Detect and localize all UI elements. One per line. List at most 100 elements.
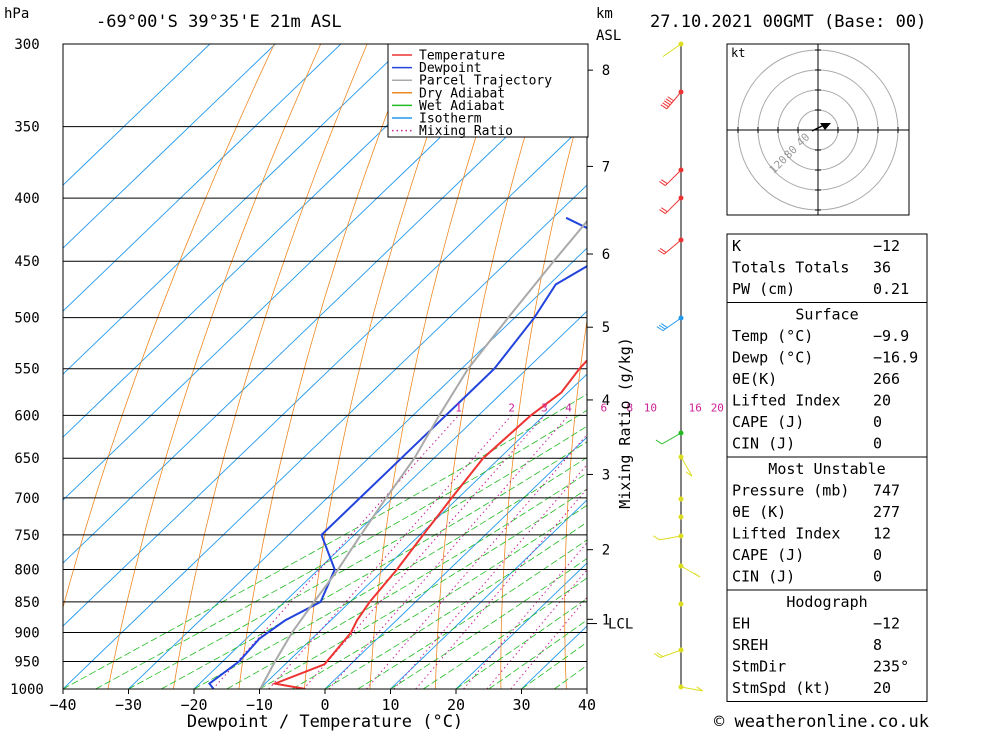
indices-section-title: Surface bbox=[795, 306, 858, 324]
wind-barb-profile bbox=[653, 42, 702, 691]
index-label: SREH bbox=[732, 636, 768, 654]
index-value: 0 bbox=[873, 413, 882, 431]
isotherm-line bbox=[0, 44, 406, 689]
index-label: Dewp (°C) bbox=[732, 349, 813, 367]
index-label: EH bbox=[732, 615, 750, 633]
wind-barb bbox=[654, 650, 681, 658]
pressure-tick-label: 850 bbox=[14, 595, 39, 611]
x-axis-label: Dewpoint / Temperature (°C) bbox=[187, 712, 463, 732]
index-value: 266 bbox=[873, 370, 900, 388]
wind-barb bbox=[658, 240, 681, 254]
wind-level-dot bbox=[679, 515, 684, 520]
km-tick-label: 3 bbox=[602, 467, 610, 483]
wind-barb bbox=[659, 170, 681, 186]
index-value: 0 bbox=[873, 546, 882, 564]
index-label: CIN (J) bbox=[732, 435, 795, 453]
index-value: 235° bbox=[873, 658, 909, 676]
pressure-tick-label: 550 bbox=[14, 362, 39, 378]
wind-barb bbox=[657, 318, 681, 331]
indices-section-title: Hodograph bbox=[786, 593, 867, 611]
wind-barb bbox=[681, 457, 692, 476]
pressure-tick-label: 800 bbox=[14, 562, 39, 578]
index-label: CAPE (J) bbox=[732, 413, 804, 431]
index-value: 8 bbox=[873, 636, 882, 654]
index-value: 747 bbox=[873, 482, 900, 500]
wind-barb bbox=[653, 536, 681, 540]
index-label: K bbox=[732, 237, 741, 255]
pressure-tick-label: 900 bbox=[14, 626, 39, 642]
index-value: 36 bbox=[873, 259, 891, 277]
isotherm-line bbox=[0, 44, 603, 689]
wind-level-dot bbox=[679, 497, 684, 502]
index-label: StmDir bbox=[732, 658, 786, 676]
isotherm-line bbox=[0, 44, 341, 689]
wind-barb bbox=[681, 687, 703, 691]
chart-title: -69°00'S 39°35'E 21m ASL bbox=[96, 12, 342, 32]
pressure-tick-label: 500 bbox=[14, 311, 39, 327]
pressure-tick-label: 650 bbox=[14, 451, 39, 467]
dry-adiabat-line bbox=[435, 44, 552, 689]
index-value: 0.21 bbox=[873, 280, 909, 298]
pressure-tick-label: 750 bbox=[14, 528, 39, 544]
mixing-ratio-label: 10 bbox=[644, 401, 657, 414]
index-label: θE(K) bbox=[732, 370, 777, 388]
index-label: CIN (J) bbox=[732, 568, 795, 586]
index-label: PW (cm) bbox=[732, 280, 795, 298]
dry-adiabat-line bbox=[501, 44, 599, 689]
wind-level-dot bbox=[679, 602, 684, 607]
index-value: 277 bbox=[873, 503, 900, 521]
pressure-tick-label: 400 bbox=[14, 191, 39, 207]
legend-label: Mixing Ratio bbox=[419, 124, 513, 139]
mixing-ratio-label: 4 bbox=[565, 401, 572, 414]
pressure-tick-label: 700 bbox=[14, 491, 39, 507]
dry-adiabat-line bbox=[239, 44, 414, 689]
pressure-tick-label: 950 bbox=[14, 655, 39, 671]
footer-credit: © weatheronline.co.uk bbox=[714, 712, 929, 732]
lcl-label: LCL bbox=[608, 617, 633, 633]
x-tick-label: −30 bbox=[115, 696, 142, 714]
pressure-tick-label: 350 bbox=[14, 120, 39, 136]
x-tick-label: 30 bbox=[512, 696, 530, 714]
isotherm-line bbox=[0, 44, 275, 689]
mixing-ratio-label: 2 bbox=[508, 401, 515, 414]
index-value: 0 bbox=[873, 568, 882, 586]
index-label: StmSpd (kt) bbox=[732, 679, 831, 697]
pressure-tick-label: 300 bbox=[14, 37, 39, 53]
wind-barb bbox=[661, 92, 681, 109]
km-tick-label: 7 bbox=[602, 159, 610, 175]
x-tick-label: 40 bbox=[578, 696, 596, 714]
hpa-label: hPa bbox=[4, 6, 29, 22]
index-label: Totals Totals bbox=[732, 259, 849, 277]
hodograph-unit: kt bbox=[731, 46, 745, 60]
index-value: 12 bbox=[873, 525, 891, 543]
wind-barb bbox=[663, 44, 681, 57]
index-label: θE (K) bbox=[732, 503, 786, 521]
x-tick-label: −40 bbox=[49, 696, 76, 714]
isotherm-line bbox=[129, 44, 800, 689]
index-value: −12 bbox=[873, 237, 900, 255]
index-value: −16.9 bbox=[873, 349, 918, 367]
dry-adiabat-line bbox=[370, 44, 507, 689]
dewpoint-line bbox=[209, 218, 605, 689]
km-tick-label: 8 bbox=[602, 63, 610, 79]
pressure-tick-label: 1000 bbox=[10, 682, 44, 698]
km-tick-label: 6 bbox=[602, 247, 610, 263]
mixing-ratio-label: 20 bbox=[711, 401, 724, 414]
km-tick-label: 5 bbox=[602, 320, 610, 336]
wind-barb bbox=[681, 566, 700, 577]
indices-section-title: Most Unstable bbox=[768, 460, 885, 478]
mixing-ratio-label: 3 bbox=[541, 401, 548, 414]
dry-adiabat-line bbox=[961, 44, 1000, 689]
km-label: km bbox=[596, 6, 613, 22]
index-label: Lifted Index bbox=[732, 392, 840, 410]
index-value: −12 bbox=[873, 615, 900, 633]
wind-barb bbox=[656, 433, 681, 444]
index-label: CAPE (J) bbox=[732, 546, 804, 564]
mixing-ratio-label: 16 bbox=[689, 401, 702, 414]
km-tick-label: 4 bbox=[602, 393, 610, 409]
isotherm-line bbox=[0, 44, 537, 689]
mixing-ratio-label: 1 bbox=[455, 401, 462, 414]
index-value: 20 bbox=[873, 679, 891, 697]
